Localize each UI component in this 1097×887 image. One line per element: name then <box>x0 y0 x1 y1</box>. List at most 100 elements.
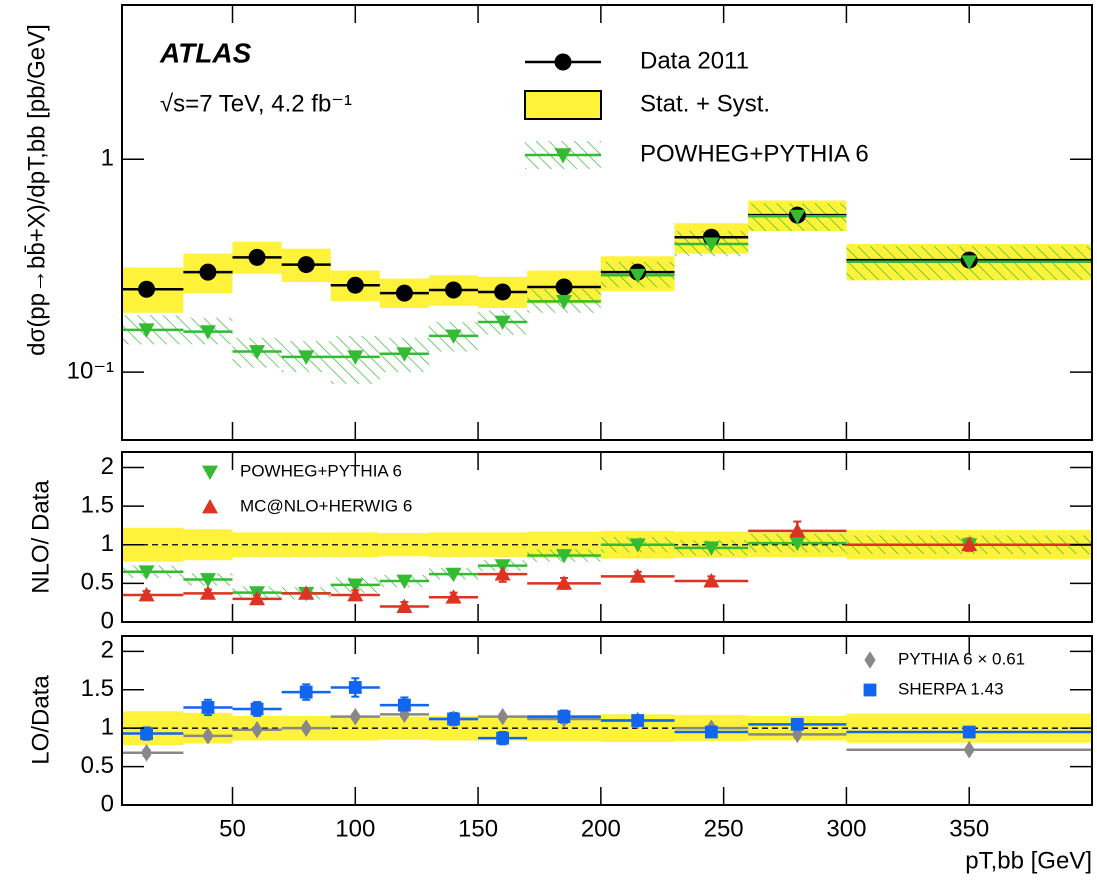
marker <box>347 350 364 365</box>
x-tick-label: 50 <box>219 815 246 842</box>
marker <box>703 237 720 252</box>
marker <box>395 284 413 302</box>
marker <box>348 681 362 694</box>
marker <box>703 573 720 588</box>
y-tick-label: 0.5 <box>81 752 114 779</box>
marker <box>249 590 266 606</box>
marker <box>961 255 978 270</box>
legend-label: POWHEG+PYTHIA 6 <box>240 461 402 480</box>
marker <box>138 323 155 338</box>
marker <box>629 568 646 583</box>
x-tick-label: 300 <box>826 815 866 842</box>
y-axis-label: dσ(pp→bb̄+X)/dpT,bb [pb/GeV] <box>23 24 50 356</box>
x-tick-label: 350 <box>949 815 989 842</box>
y-tick-label: 0 <box>101 607 114 634</box>
plot-area <box>122 200 1092 384</box>
marker <box>199 263 217 281</box>
marker <box>251 720 263 739</box>
marker <box>497 707 509 726</box>
marker <box>789 536 806 552</box>
marker <box>297 256 315 274</box>
x-tick-label: 250 <box>704 815 744 842</box>
marker <box>554 148 572 164</box>
marker <box>962 725 976 739</box>
y-tick-label: 10⁻¹ <box>67 357 114 384</box>
marker <box>138 586 155 602</box>
frame <box>121 4 1093 441</box>
y-tick-label: 1 <box>101 714 114 741</box>
marker <box>398 698 411 712</box>
marker <box>556 549 573 564</box>
marker <box>557 710 571 724</box>
marker <box>250 702 264 716</box>
y-tick-label: 2 <box>101 637 114 664</box>
marker <box>631 714 645 727</box>
marker <box>554 53 572 71</box>
y-tick-label: 1 <box>101 145 114 172</box>
marker <box>300 719 312 737</box>
marker <box>396 574 413 590</box>
y-tick-label: 1.5 <box>81 491 114 518</box>
marker <box>298 350 315 365</box>
marker <box>199 573 216 588</box>
marker <box>396 598 413 613</box>
marker <box>494 566 511 581</box>
marker <box>201 701 215 714</box>
marker <box>791 725 803 744</box>
marker <box>299 685 313 699</box>
legend-label: MC@NLO+HERWIG 6 <box>240 496 412 515</box>
legend-label: Stat. + Syst. <box>640 90 770 117</box>
marker <box>347 578 364 593</box>
marker <box>789 209 806 225</box>
marker <box>248 248 266 266</box>
marker <box>629 268 646 284</box>
y-tick-label: 0 <box>101 790 114 817</box>
marker <box>199 325 216 340</box>
marker <box>138 565 155 580</box>
y-tick-label: 2 <box>101 453 114 480</box>
marker <box>494 315 511 330</box>
y-tick-label: 1 <box>101 530 114 557</box>
marker <box>298 585 315 600</box>
marker <box>202 727 214 745</box>
marker <box>140 743 153 762</box>
marker <box>347 586 364 602</box>
marker <box>202 499 218 514</box>
marker <box>790 717 804 731</box>
marker <box>703 541 720 556</box>
marker <box>346 276 364 294</box>
marker <box>445 567 462 583</box>
legend-label: PYTHIA 6 × 0.61 <box>898 649 1025 668</box>
marker <box>202 465 218 480</box>
legend-swatch <box>524 90 602 120</box>
y-tick-label: 0.5 <box>81 569 114 596</box>
frame <box>121 635 1093 806</box>
marker <box>963 740 975 759</box>
marker <box>494 283 512 301</box>
marker <box>349 707 361 726</box>
legend-label: Data 2011 <box>640 47 749 74</box>
marker <box>629 538 646 553</box>
atlas-label: ATLAS <box>159 37 252 68</box>
marker <box>138 280 156 298</box>
marker <box>249 345 266 360</box>
marker <box>447 712 460 726</box>
marker <box>396 347 413 362</box>
marker <box>445 329 462 344</box>
x-tick-label: 150 <box>458 815 498 842</box>
marker <box>863 683 877 697</box>
x-tick-label: 200 <box>581 815 621 842</box>
marker <box>961 536 978 552</box>
marker <box>789 522 806 538</box>
x-axis-label: pT,bb [GeV] <box>965 847 1092 874</box>
x-tick-label: 100 <box>335 815 375 842</box>
y-axis-label: LO/Data <box>27 675 54 765</box>
y-axis-label: NLO/ Data <box>27 480 54 594</box>
plot-area <box>122 520 1092 613</box>
marker <box>199 585 216 600</box>
legend-label: POWHEG+PYTHIA 6 <box>640 140 869 167</box>
frame <box>121 451 1093 623</box>
marker <box>140 727 153 740</box>
legend-label: SHERPA 1.43 <box>898 679 1004 698</box>
